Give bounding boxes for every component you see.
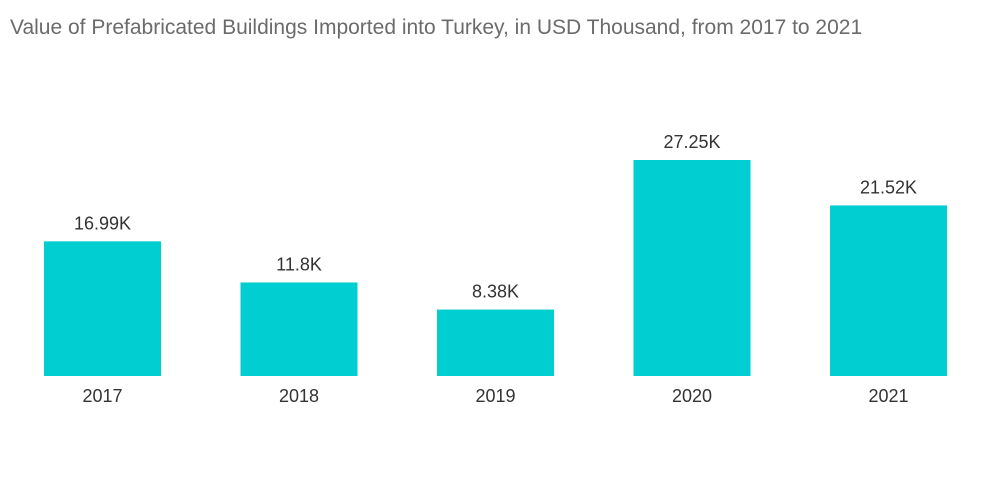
value-label-2021: 21.52K — [860, 177, 917, 197]
x-axis-tick-labels: 2017 2018 2019 2020 2021 — [82, 386, 908, 406]
x-tick-label-2020: 2020 — [672, 386, 712, 406]
x-tick-label-2019: 2019 — [475, 386, 515, 406]
bar-2017 — [44, 241, 161, 376]
x-tick-label-2017: 2017 — [82, 386, 122, 406]
value-label-2019: 8.38K — [472, 282, 519, 302]
bar-2020 — [633, 160, 751, 376]
bar-2018 — [240, 282, 358, 376]
bar-2021 — [830, 205, 947, 376]
value-label-2017: 16.99K — [74, 213, 131, 233]
x-tick-label-2018: 2018 — [279, 386, 319, 406]
bars-group — [44, 160, 947, 376]
chart-title: Value of Prefabricated Buildings Importe… — [10, 16, 863, 39]
value-labels-group: 16.99K 11.8K 8.38K 27.25K 21.52K — [74, 132, 917, 302]
x-tick-label-2021: 2021 — [868, 386, 908, 406]
value-label-2020: 27.25K — [663, 132, 720, 152]
bar-2019 — [437, 309, 554, 376]
value-label-2018: 11.8K — [276, 254, 322, 274]
